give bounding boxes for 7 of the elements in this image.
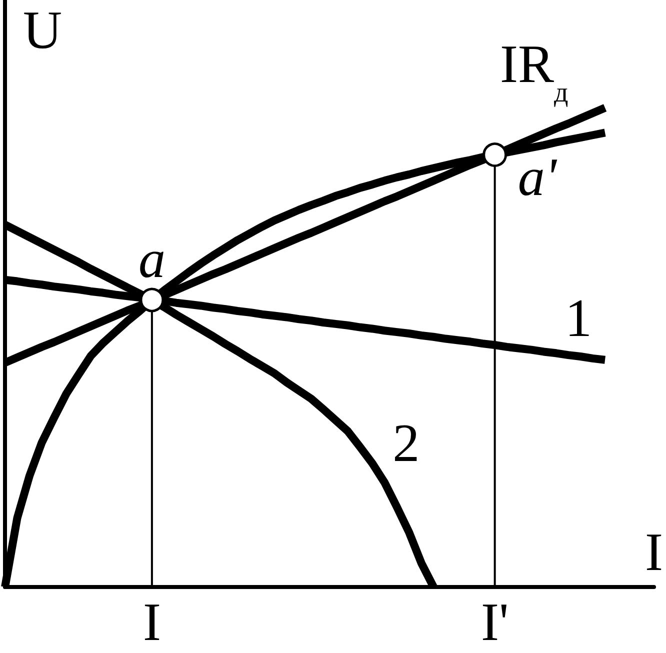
annotation: a' xyxy=(518,146,558,207)
series-label: 2 xyxy=(392,413,420,473)
x-axis-title: I xyxy=(645,522,663,582)
x-tick-label: I' xyxy=(480,592,509,652)
y-axis-title: U xyxy=(23,0,62,60)
annotation: a xyxy=(138,228,166,289)
series-label: 1 xyxy=(565,288,592,348)
